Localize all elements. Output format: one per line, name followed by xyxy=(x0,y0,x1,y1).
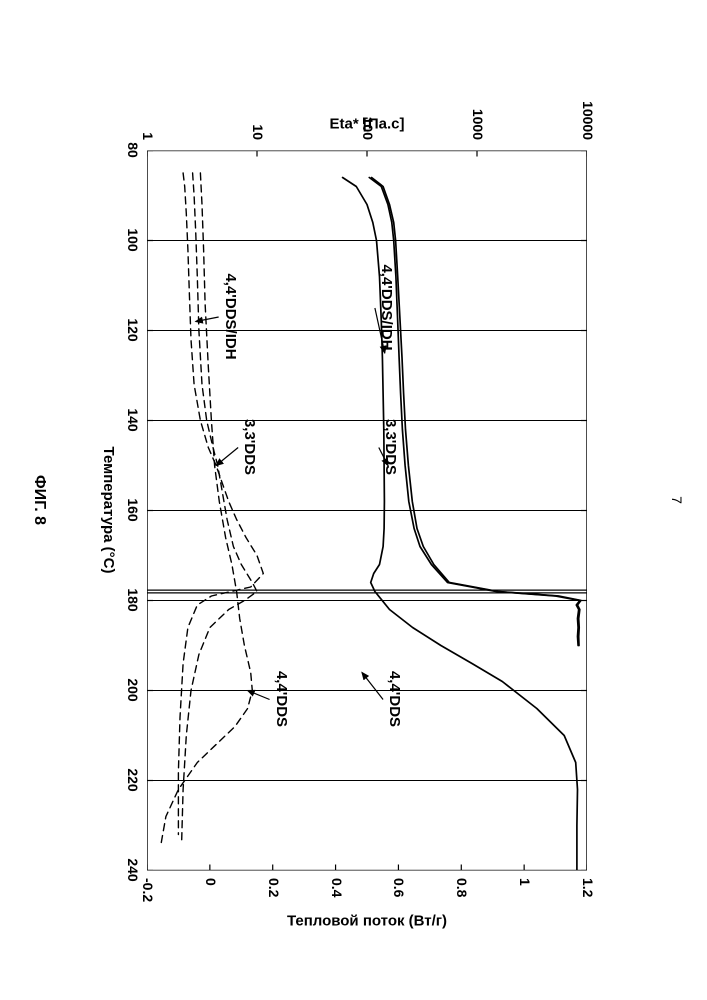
figure-caption: ФИГ. 8 xyxy=(30,475,48,525)
y-right-tick: 0.4 xyxy=(329,878,345,897)
series-label: 4,4'DDS xyxy=(273,671,290,727)
x-tick: 220 xyxy=(125,768,141,791)
x-tick: 240 xyxy=(125,858,141,881)
y-right-tick: 0.6 xyxy=(391,878,407,897)
x-tick: 100 xyxy=(125,228,141,251)
y-left-tick: 1000 xyxy=(470,109,486,140)
series-label: 4,4'DDS xyxy=(386,671,403,727)
x-tick: 80 xyxy=(125,142,141,158)
x-tick: 160 xyxy=(125,498,141,521)
chart-svg xyxy=(147,150,587,870)
chart-area xyxy=(147,150,587,870)
y-right-tick: 1.2 xyxy=(580,878,596,897)
y-right-tick: 1 xyxy=(517,878,533,886)
y-left-tick: 1 xyxy=(140,132,156,140)
y-left-tick: 10000 xyxy=(580,101,596,140)
x-tick: 120 xyxy=(125,318,141,341)
y-right-tick: -0.2 xyxy=(140,878,156,902)
page-number: 7 xyxy=(669,496,685,504)
y-left-tick: 10 xyxy=(250,124,266,140)
series-label: 3,3'DDS xyxy=(241,419,258,475)
figure-sheet: 7 Eta* [Па.с] Тепловой поток (Вт/г) Темп… xyxy=(0,0,707,1000)
y-right-tick: 0.8 xyxy=(454,878,470,897)
x-tick: 200 xyxy=(125,678,141,701)
y-right-tick: 0 xyxy=(203,878,219,886)
series-label: 4,4'DDS/IDH xyxy=(222,273,239,359)
series-label: 4,4'DDS/IDH xyxy=(378,264,395,350)
x-tick: 140 xyxy=(125,408,141,431)
x-tick: 180 xyxy=(125,588,141,611)
y-right-tick: 0.2 xyxy=(266,878,282,897)
series-label: 3,3'DDS xyxy=(382,419,399,475)
y-right-label: Тепловой поток (Вт/г) xyxy=(147,912,587,929)
x-axis-label: Температура (°C) xyxy=(100,150,117,870)
y-left-tick: 100 xyxy=(360,117,376,140)
